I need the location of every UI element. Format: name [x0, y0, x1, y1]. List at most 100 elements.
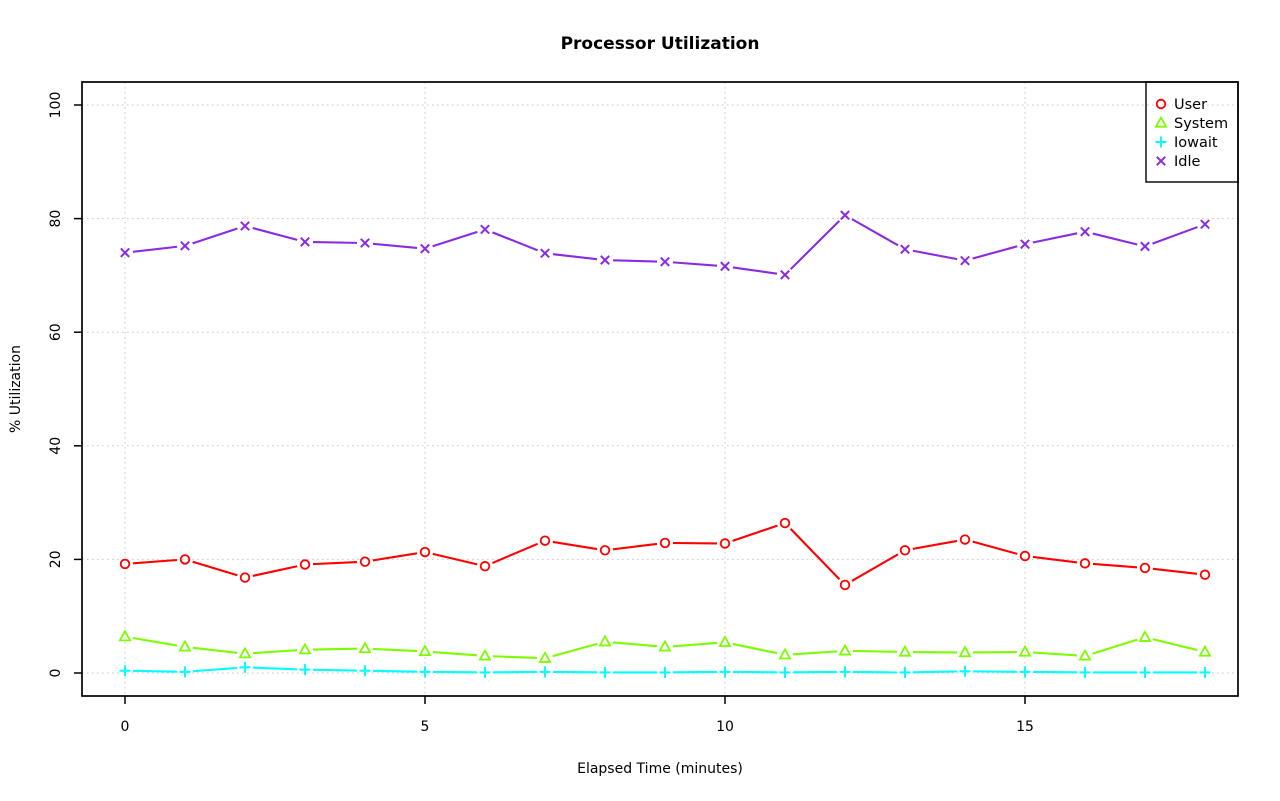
marker-plus [719, 666, 731, 678]
series-line-user [972, 540, 1018, 555]
series-line-user [372, 552, 418, 562]
series-line-user [491, 542, 539, 565]
y-axis-title: % Utilization [8, 345, 24, 433]
series-line-system [1092, 638, 1138, 655]
marker-plus [419, 666, 431, 678]
series-line-idle [552, 253, 598, 261]
series-line-system [1032, 651, 1078, 657]
series-line-user [552, 540, 598, 551]
marker-x [1156, 156, 1166, 166]
series-line-idle [912, 249, 958, 261]
marker-triangle-open [718, 635, 732, 647]
series-line-user [432, 552, 478, 566]
series-line-system [672, 641, 718, 648]
series-line-system [792, 650, 838, 656]
marker-x [180, 240, 190, 251]
marker-triangle-open [778, 647, 792, 660]
series-line-idle [132, 245, 178, 253]
marker-circle-open [719, 538, 731, 549]
marker-x [1140, 241, 1150, 252]
y-tick-label: 60 [48, 323, 64, 341]
x-tick-label: 15 [1016, 719, 1034, 735]
marker-circle-open [239, 572, 251, 583]
x-tick-label: 0 [121, 719, 130, 735]
series-line-system [492, 655, 538, 659]
series-line-user [851, 553, 899, 582]
series-line-idle [432, 230, 478, 248]
series-line-iowait [132, 669, 178, 673]
marker-circle-open [779, 517, 791, 529]
chart-title: Processor Utilization [560, 34, 760, 54]
series-line-user [252, 565, 298, 577]
marker-triangle-open [298, 642, 312, 655]
marker-circle-open [1155, 98, 1167, 110]
series-line-system [1152, 638, 1198, 652]
marker-x [660, 256, 670, 267]
marker-plus [839, 666, 851, 678]
x-axis-title: Elapsed Time (minutes) [577, 761, 743, 777]
series-line-system [612, 641, 658, 648]
series-line-idle [372, 242, 418, 249]
series-line-user [132, 558, 178, 565]
marker-triangle-open [898, 644, 912, 657]
marker-x [360, 238, 370, 248]
series-line-idle [252, 227, 298, 241]
series-line-idle [1152, 226, 1198, 245]
marker-triangle-open [1018, 644, 1032, 657]
marker-circle-open [419, 546, 431, 558]
legend-label: Iowait [1174, 135, 1218, 151]
series-line-user [1152, 567, 1198, 575]
series-line-system [252, 649, 298, 655]
marker-triangle-open [238, 646, 252, 659]
series-line-user [1092, 562, 1138, 569]
marker-triangle-open [1138, 629, 1152, 642]
marker-plus [779, 666, 791, 678]
series-line-system [372, 647, 418, 653]
x-tick-label: 10 [716, 719, 734, 735]
series-line-idle [972, 245, 1018, 260]
series-line-system [132, 636, 178, 647]
marker-x [840, 210, 850, 221]
y-tick-label: 0 [48, 669, 64, 678]
marker-x [900, 244, 910, 255]
series-line-idle [672, 261, 718, 267]
legend-label: System [1174, 116, 1228, 132]
marker-plus [479, 666, 491, 678]
series-line-idle [612, 259, 658, 263]
marker-plus [539, 666, 551, 678]
marker-triangle-open [1154, 115, 1168, 128]
marker-plus [1199, 666, 1211, 678]
legend-label: User [1174, 97, 1207, 113]
y-tick-label: 40 [48, 437, 64, 455]
marker-x [1020, 239, 1030, 250]
series-line-iowait [252, 666, 298, 671]
series-line-idle [492, 231, 538, 252]
series-line-system [552, 642, 598, 658]
x-tick-label: 5 [421, 719, 430, 735]
marker-circle-open [959, 534, 971, 545]
marker-circle-open [899, 545, 911, 556]
series-line-iowait [372, 669, 418, 673]
marker-plus [1139, 666, 1151, 678]
marker-x [420, 243, 430, 254]
marker-circle-open [119, 558, 131, 570]
marker-circle-open [1139, 562, 1151, 574]
series-line-user [1032, 555, 1078, 564]
marker-triangle-open [118, 629, 132, 642]
marker-triangle-open [658, 639, 672, 652]
marker-circle-open [299, 559, 311, 570]
series-line-user [789, 528, 841, 580]
series-line-system [312, 647, 358, 651]
series-line-iowait [312, 668, 358, 672]
marker-plus [299, 664, 311, 676]
marker-x [300, 236, 310, 247]
marker-triangle-open [1078, 648, 1092, 661]
marker-plus [1155, 136, 1167, 148]
series-line-user [612, 542, 658, 551]
marker-circle-open [479, 561, 491, 572]
marker-triangle-open [598, 634, 612, 647]
marker-triangle-open [418, 644, 432, 657]
marker-plus [179, 666, 191, 678]
